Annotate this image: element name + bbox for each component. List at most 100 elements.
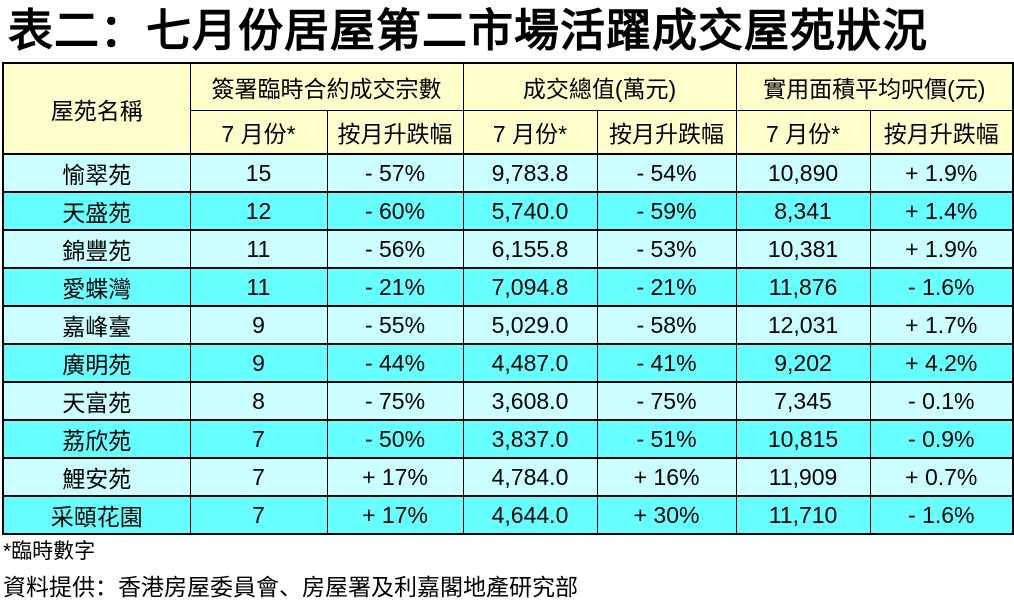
deals-change: - 21% [326,267,464,307]
deals-change: - 56% [326,229,464,269]
column-header-price-change: 按月升跌幅 [869,109,1014,155]
unit-price: 7,345 [735,381,871,421]
unit-price: 10,381 [735,229,871,269]
price-change: + 1.9% [869,153,1014,193]
deals-change: - 55% [326,305,464,345]
header-group-row: 屋苑名稱 簽署臨時合約成交宗數 成交總值(萬元) 實用面積平均呎價(元) [2,62,1014,155]
value-change: - 75% [596,381,737,421]
estate-name: 采頤花園 [2,495,191,535]
deals-count: 12 [189,191,328,231]
estate-name: 愉翠苑 [2,153,191,193]
deals-change: - 75% [326,381,464,421]
total-value: 5,740.0 [462,191,598,231]
deals-count: 8 [189,381,328,421]
total-value: 4,784.0 [462,457,598,497]
price-change: - 1.6% [869,495,1014,535]
table-row: 嘉峰臺 9 - 55% 5,029.0 - 58% 12,031 + 1.7% [2,305,1014,345]
deals-change: - 57% [326,153,464,193]
page-title: 表二：七月份居屋第二市場活躍成交屋苑狀況 [8,5,929,56]
value-change: + 30% [596,495,737,535]
column-header-price-month: 7 月份* [735,109,871,155]
column-group-unit-price: 實用面積平均呎價(元) [735,62,1014,111]
unit-price: 10,890 [735,153,871,193]
deals-count: 7 [189,495,328,535]
estate-name: 天富苑 [2,381,191,421]
value-change: - 58% [596,305,737,345]
table-row: 愛蝶灣 11 - 21% 7,094.8 - 21% 11,876 - 1.6% [2,267,1014,307]
total-value: 5,029.0 [462,305,598,345]
total-value: 6,155.8 [462,229,598,269]
estate-name: 嘉峰臺 [2,305,191,345]
unit-price: 10,815 [735,419,871,459]
column-header-value-month: 7 月份* [462,109,598,155]
unit-price: 11,710 [735,495,871,535]
estate-name: 愛蝶灣 [2,267,191,307]
header-sub-row: 7 月份* 按月升跌幅 7 月份* 按月升跌幅 7 月份* 按月升跌幅 [3,109,1014,155]
total-value: 9,783.8 [462,153,598,193]
column-group-total-value: 成交總值(萬元) [462,62,737,111]
column-header-deals-change: 按月升跌幅 [326,109,464,155]
price-change: + 4.2% [869,343,1014,383]
value-change: - 54% [596,153,737,193]
unit-price: 11,876 [735,267,871,307]
estate-name: 廣明苑 [2,343,191,383]
total-value: 3,837.0 [462,419,598,459]
price-change: - 0.9% [869,419,1014,459]
estates-table: 屋苑名稱 簽署臨時合約成交宗數 成交總值(萬元) 實用面積平均呎價(元) 7 月… [2,62,1014,535]
table-header: 屋苑名稱 簽署臨時合約成交宗數 成交總值(萬元) 實用面積平均呎價(元) 7 月… [2,62,1014,155]
price-change: - 0.1% [869,381,1014,421]
value-change: + 16% [596,457,737,497]
table-row: 廣明苑 9 - 44% 4,487.0 - 41% 9,202 + 4.2% [2,343,1014,383]
total-value: 3,608.0 [462,381,598,421]
estate-name: 天盛苑 [2,191,191,231]
price-change: + 1.4% [869,191,1014,231]
value-change: - 41% [596,343,737,383]
unit-price: 8,341 [735,191,871,231]
deals-count: 11 [189,267,328,307]
data-source-credit: 資料提供：香港房屋委員會、房屋署及利嘉閣地產研究部 [3,574,578,600]
deals-change: + 17% [326,495,464,535]
estate-name: 荔欣苑 [2,419,191,459]
value-change: - 59% [596,191,737,231]
unit-price: 11,909 [735,457,871,497]
estate-name: 鯉安苑 [2,457,191,497]
estate-name: 錦豐苑 [2,229,191,269]
deals-count: 9 [189,305,328,345]
table-row: 采頤花園 7 + 17% 4,644.0 + 30% 11,710 - 1.6% [2,495,1014,535]
total-value: 7,094.8 [462,267,598,307]
deals-count: 11 [189,229,328,269]
value-change: - 51% [596,419,737,459]
table-row: 愉翠苑 15 - 57% 9,783.8 - 54% 10,890 + 1.9% [2,153,1014,193]
table-body: 愉翠苑 15 - 57% 9,783.8 - 54% 10,890 + 1.9%… [2,153,1014,535]
unit-price: 12,031 [735,305,871,345]
unit-price: 9,202 [735,343,871,383]
price-change: + 1.9% [869,229,1014,269]
table-row: 荔欣苑 7 - 50% 3,837.0 - 51% 10,815 - 0.9% [2,419,1014,459]
deals-change: - 60% [326,191,464,231]
deals-change: - 50% [326,419,464,459]
price-change: - 1.6% [869,267,1014,307]
deals-change: + 17% [326,457,464,497]
table-row: 鯉安苑 7 + 17% 4,784.0 + 16% 11,909 + 0.7% [2,457,1014,497]
deals-change: - 44% [326,343,464,383]
column-header-value-change: 按月升跌幅 [596,109,737,155]
deals-count: 15 [189,153,328,193]
deals-count: 7 [189,457,328,497]
column-header-deals-month: 7 月份* [189,109,328,155]
column-header-estate-name: 屋苑名稱 [2,62,191,155]
table-row: 天盛苑 12 - 60% 5,740.0 - 59% 8,341 + 1.4% [2,191,1014,231]
deals-count: 9 [189,343,328,383]
footnotes: *臨時數字 資料提供：香港房屋委員會、房屋署及利嘉閣地產研究部 [0,538,1014,602]
price-change: + 0.7% [869,457,1014,497]
table-row: 錦豐苑 11 - 56% 6,155.8 - 53% 10,381 + 1.9% [2,229,1014,269]
total-value: 4,487.0 [462,343,598,383]
deals-count: 7 [189,419,328,459]
provisional-figures-note: *臨時數字 [3,540,96,563]
table-row: 天富苑 8 - 75% 3,608.0 - 75% 7,345 - 0.1% [2,381,1014,421]
total-value: 4,644.0 [462,495,598,535]
value-change: - 21% [596,267,737,307]
column-group-deals: 簽署臨時合約成交宗數 [189,62,464,111]
price-change: + 1.7% [869,305,1014,345]
value-change: - 53% [596,229,737,269]
